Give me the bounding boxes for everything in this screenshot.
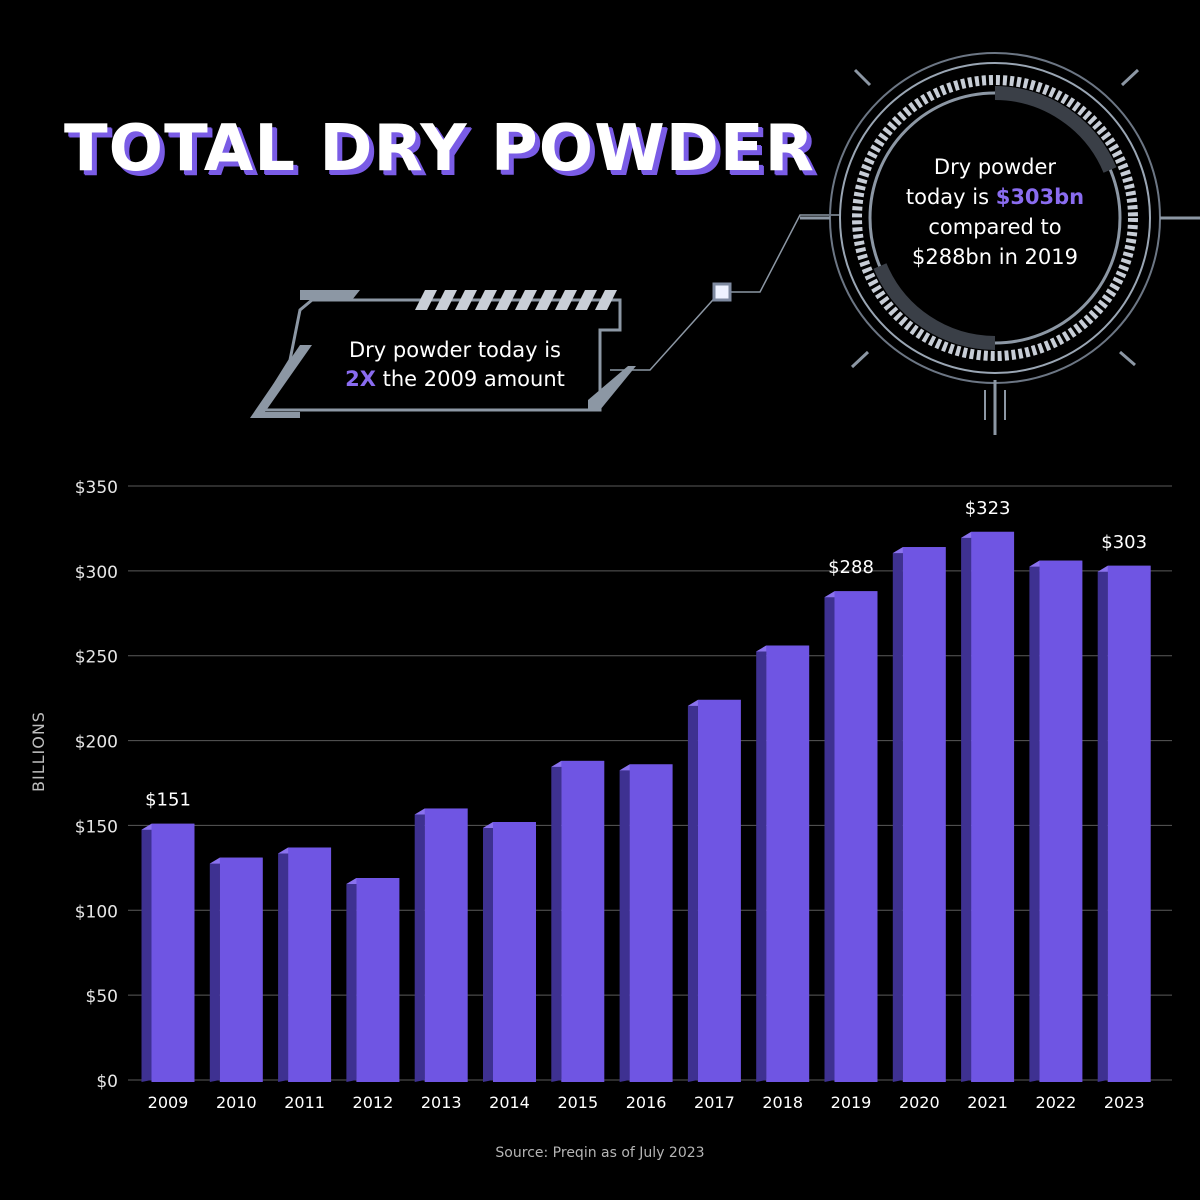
- bar-front: [561, 760, 605, 1082]
- x-tick-label: 2015: [557, 1093, 598, 1112]
- y-tick-label: $350: [75, 478, 118, 498]
- callout-left-line1: Dry powder today is: [349, 338, 561, 362]
- ring-line3: compared to: [928, 215, 1062, 239]
- bar-side: [346, 878, 357, 1082]
- bar-2022: [1029, 560, 1083, 1082]
- bar-2010: [209, 857, 263, 1082]
- y-tick-label: $100: [75, 902, 118, 922]
- ring-highlight: $303bn: [995, 185, 1085, 209]
- bar-2019: [824, 591, 878, 1082]
- bar-front: [1107, 565, 1151, 1082]
- bar-2013: [414, 808, 468, 1082]
- bar-side: [824, 591, 835, 1082]
- x-tick-label: 2020: [899, 1093, 940, 1112]
- bar-2016: [619, 764, 673, 1082]
- bar-side: [141, 823, 152, 1082]
- bar-side: [619, 764, 630, 1082]
- bar-2009: [141, 823, 195, 1082]
- source-note: Source: Preqin as of July 2023: [495, 1145, 705, 1161]
- x-tick-label: 2010: [216, 1093, 257, 1112]
- x-tick-label: 2009: [148, 1093, 189, 1112]
- x-tick-label: 2014: [489, 1093, 530, 1112]
- x-tick-label: 2019: [831, 1093, 872, 1112]
- bar-side: [209, 857, 220, 1082]
- ring-line2: today is $303bn: [880, 182, 1110, 212]
- bars: [141, 531, 1151, 1082]
- x-tick-label: 2018: [762, 1093, 803, 1112]
- bar-front: [834, 591, 878, 1082]
- bar-front: [356, 878, 400, 1082]
- bar-front: [766, 645, 810, 1082]
- bar-2021: [961, 531, 1015, 1082]
- glow-node: [712, 282, 732, 302]
- stripe-pattern: [415, 290, 617, 310]
- callout-frame: [250, 214, 840, 418]
- bar-front: [288, 847, 332, 1082]
- bar-front: [697, 699, 741, 1082]
- bar-2011: [278, 847, 332, 1082]
- y-tick-label: $250: [75, 648, 118, 668]
- bar-front: [151, 823, 195, 1082]
- bar-2012: [346, 878, 400, 1082]
- ring-line1: Dry powder: [933, 155, 1057, 179]
- bar-side: [756, 645, 767, 1082]
- bar-front: [1039, 560, 1083, 1082]
- bar-front: [424, 808, 468, 1082]
- x-tick-label: 2016: [626, 1093, 667, 1112]
- x-tick-label: 2011: [284, 1093, 325, 1112]
- bar-side: [687, 699, 698, 1082]
- bar-2020: [892, 547, 946, 1082]
- labels: $0 $50 $100 $150 $200 $250 $300 $350 2009 2010 201…: [75, 478, 1147, 1112]
- page-title: TOTAL DRY POWDER: [64, 112, 815, 186]
- bar-chart: $0 $50 $100 $150 $200 $250 $300 $350 2009 2010 201…: [75, 478, 1172, 1112]
- ring-line2-pre: today is: [905, 185, 996, 209]
- x-tick-label: 2013: [421, 1093, 462, 1112]
- bar-side: [278, 847, 289, 1082]
- bar-side: [961, 531, 972, 1082]
- callout-left-highlight: 2X: [345, 367, 376, 391]
- x-tick-label: 2022: [1036, 1093, 1077, 1112]
- y-tick-label: $50: [86, 987, 118, 1007]
- bar-2023: [1097, 565, 1151, 1082]
- bar-front: [493, 822, 536, 1082]
- bar-front: [971, 531, 1015, 1082]
- bar-2018: [756, 645, 810, 1082]
- bar-front: [902, 547, 946, 1082]
- bar-front: [219, 857, 263, 1082]
- bar-front: [629, 764, 673, 1082]
- hud-decoration: [250, 52, 1200, 435]
- y-tick-label: $200: [75, 733, 118, 753]
- data-label: $151: [145, 790, 191, 811]
- callout-left-rest: the 2009 amount: [375, 367, 565, 391]
- y-tick-label: $150: [75, 817, 118, 837]
- x-tick-label: 2021: [967, 1093, 1008, 1112]
- callout-ring: Dry powder today is $303bn compared to $…: [880, 152, 1110, 272]
- y-tick-label: $300: [75, 563, 118, 583]
- ring-gauge: [800, 52, 1200, 435]
- bar-side: [1097, 565, 1108, 1082]
- data-label: $288: [828, 557, 874, 578]
- bar-side: [414, 808, 425, 1082]
- bar-2015: [551, 760, 605, 1082]
- x-tick-label: 2017: [694, 1093, 735, 1112]
- x-tick-label: 2012: [353, 1093, 394, 1112]
- callout-left-line2: 2X the 2009 amount: [300, 365, 610, 394]
- x-tick-label: 2023: [1104, 1093, 1145, 1112]
- bar-side: [551, 760, 562, 1082]
- ring-line4: $288bn in 2019: [911, 245, 1079, 269]
- data-label: $323: [965, 498, 1011, 519]
- bar-2014: [483, 822, 536, 1082]
- callout-left: Dry powder today is 2X the 2009 amount: [300, 336, 610, 394]
- bar-2017: [687, 699, 741, 1082]
- bar-side: [892, 547, 903, 1082]
- bar-side: [1029, 560, 1040, 1082]
- data-label: $303: [1101, 532, 1147, 553]
- bar-side: [483, 822, 493, 1082]
- y-tick-label: $0: [96, 1072, 118, 1092]
